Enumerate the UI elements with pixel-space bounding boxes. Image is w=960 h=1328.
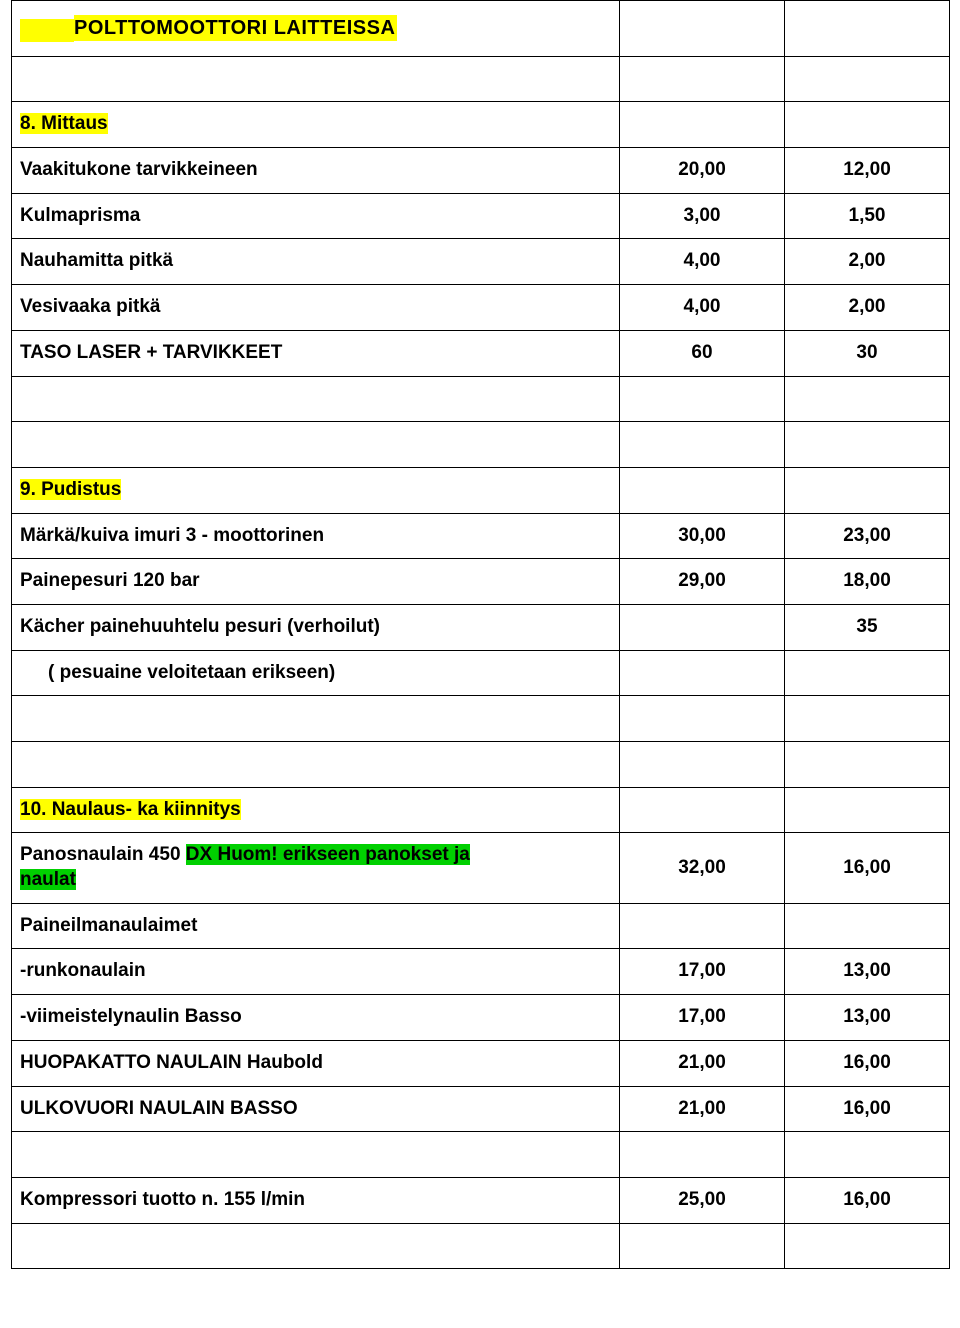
table-row: ( pesuaine veloitetaan erikseen)	[12, 650, 950, 696]
table-row: Nauhamitta pitkä 4,00 2,00	[12, 239, 950, 285]
table-row: Panosnaulain 450 DX Huom! erikseen panok…	[12, 833, 950, 903]
table-header-cell	[620, 1, 785, 57]
table-row: ULKOVUORI NAULAIN BASSO 21,00 16,00	[12, 1086, 950, 1132]
table-row: Vaakitukone tarvikkeineen 20,00 12,00	[12, 148, 950, 194]
section-10-title: 10. Naulaus- ka kiinnitys	[12, 787, 620, 833]
table-row: -viimeistelynaulin Basso 17,00 13,00	[12, 995, 950, 1041]
table-row: Kächer painehuuhtelu pesuri (verhoilut) …	[12, 604, 950, 650]
table-row: Kompressori tuotto n. 155 l/min 25,00 16…	[12, 1177, 950, 1223]
table-row: TASO LASER + TARVIKKEET 60 30	[12, 330, 950, 376]
table-row: -runkonaulain 17,00 13,00	[12, 949, 950, 995]
table-header-cell	[785, 1, 950, 57]
panos-row: Panosnaulain 450 DX Huom! erikseen panok…	[12, 833, 620, 903]
table-row: Märkä/kuiva imuri 3 - moottorinen 30,00 …	[12, 513, 950, 559]
table-row: Kulmaprisma 3,00 1,50	[12, 193, 950, 239]
table-row: Paineilmanaulaimet	[12, 903, 950, 949]
table-row: Painepesuri 120 bar 29,00 18,00	[12, 559, 950, 605]
section-8-title: 8. Mittaus	[12, 102, 620, 148]
section-9-title: 9. Pudistus	[12, 467, 620, 513]
table-row: Vesivaaka pitkä 4,00 2,00	[12, 285, 950, 331]
price-table: POLTTOMOOTTORI LAITTEISSA 8. Mittaus Vaa…	[11, 0, 950, 1269]
table-row: HUOPAKATTO NAULAIN Haubold 21,00 16,00	[12, 1040, 950, 1086]
table-header-cell: POLTTOMOOTTORI LAITTEISSA	[12, 1, 620, 57]
page-title: POLTTOMOOTTORI LAITTEISSA	[74, 15, 397, 41]
